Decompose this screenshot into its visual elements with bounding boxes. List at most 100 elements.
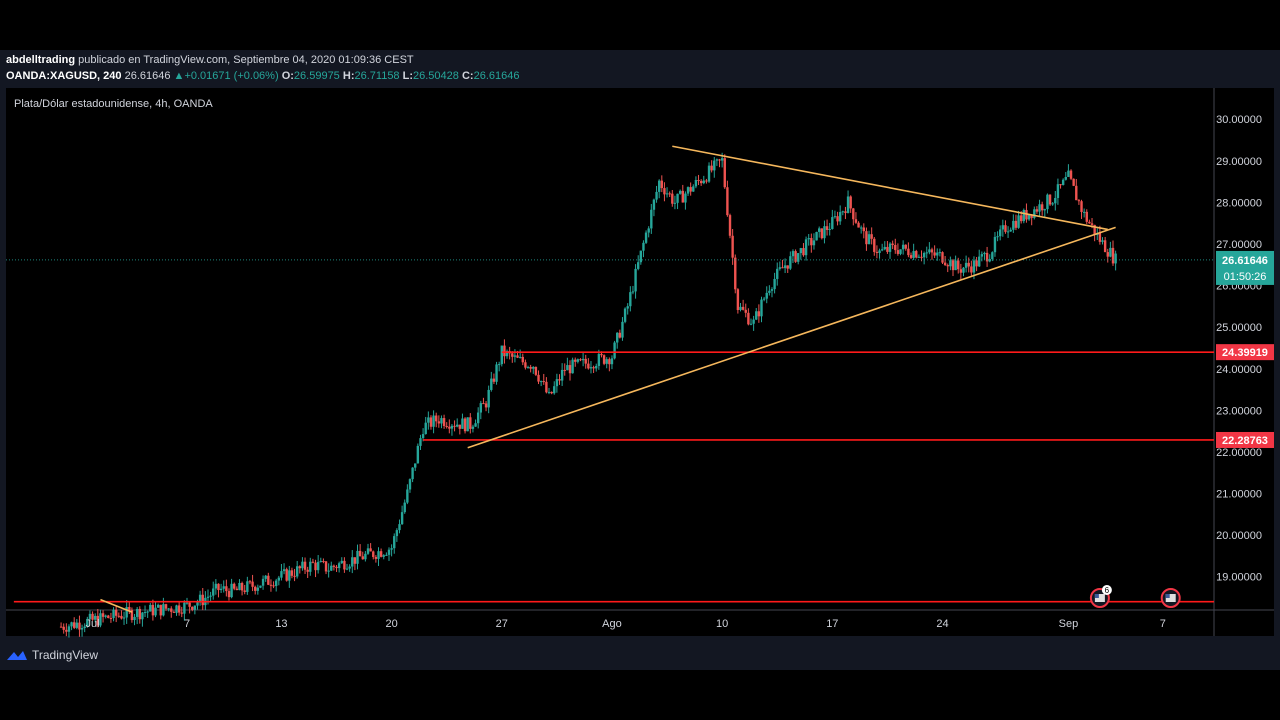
tradingview-logo-icon[interactable]: [6, 648, 28, 662]
candle-body: [589, 367, 593, 369]
candle-body: [463, 418, 467, 432]
candle-body: [267, 575, 270, 585]
candle-body: [332, 565, 336, 567]
candle-body: [967, 262, 970, 267]
candle-body: [427, 417, 430, 423]
candle: [621, 317, 624, 341]
candle-body: [899, 249, 902, 254]
candle-body: [88, 613, 92, 619]
candle-body: [274, 580, 278, 587]
candle-body: [681, 190, 684, 203]
candle-body: [1072, 178, 1075, 186]
candle: [534, 366, 538, 377]
candle: [828, 222, 831, 236]
candle: [917, 254, 921, 258]
candle-body: [143, 612, 147, 614]
candle-body: [91, 613, 94, 620]
us-flag-event-icon[interactable]: 6: [1089, 585, 1112, 608]
candle-body: [1064, 176, 1067, 180]
candle: [647, 226, 650, 238]
candle-body: [846, 196, 850, 213]
candle-body: [689, 187, 692, 192]
candle: [639, 250, 643, 265]
time-axis[interactable]: [6, 610, 1274, 636]
brand-name[interactable]: TradingView: [32, 648, 99, 662]
candle-body: [324, 561, 328, 572]
candle-body: [112, 609, 115, 619]
candle-body: [560, 369, 564, 381]
candle: [114, 606, 118, 623]
candle-body: [217, 583, 220, 591]
candle: [550, 391, 553, 395]
candle: [613, 340, 616, 360]
candle: [574, 357, 577, 367]
candle: [337, 561, 341, 573]
candle-body: [518, 356, 522, 358]
candle: [789, 251, 792, 271]
candle: [710, 160, 713, 173]
candle-body: [521, 356, 524, 363]
ascending-support-trendline[interactable]: [467, 226, 1116, 449]
candle: [713, 157, 716, 178]
candle: [678, 189, 682, 195]
price-chart[interactable]: 19.00000 20.00000 21.00000 22.00000 23.00000…: [0, 50, 1280, 670]
us-flag-event-icon[interactable]: [1160, 588, 1181, 608]
descending-resistance-trendline[interactable]: [672, 145, 1108, 231]
candle-body: [566, 365, 569, 371]
candle-body: [928, 249, 931, 253]
candle-body: [170, 608, 173, 612]
candle: [382, 554, 385, 560]
high-value: 26.71158: [354, 70, 400, 82]
publish-header: abdelltrading publicado en TradingView.c…: [6, 54, 414, 66]
candle: [395, 528, 399, 542]
author-name[interactable]: abdelltrading: [6, 54, 76, 66]
candle: [1030, 214, 1033, 226]
candle: [448, 419, 451, 434]
candle: [170, 606, 173, 618]
candle: [306, 566, 309, 578]
candle-body: [335, 566, 338, 569]
candle-body: [1106, 252, 1109, 257]
candle: [571, 357, 574, 374]
candle-body: [741, 306, 745, 310]
symbol-label[interactable]: OANDA:XAGUSD, 240: [6, 70, 122, 82]
candle-body: [309, 561, 312, 572]
candle: [568, 360, 572, 381]
candle: [340, 557, 343, 564]
candle: [437, 415, 441, 428]
candle-body: [1006, 231, 1010, 233]
candle-body: [946, 265, 949, 267]
candle: [440, 415, 443, 429]
candle: [776, 262, 779, 286]
y-tick-label: 27.00000: [1216, 239, 1262, 251]
candle-body: [251, 581, 254, 587]
early-july-line-trendline[interactable]: [100, 598, 133, 613]
candle-body: [904, 244, 907, 249]
candle-body: [652, 199, 656, 210]
candle: [429, 415, 433, 430]
candle: [369, 543, 372, 552]
candle-body: [870, 234, 873, 239]
candle: [652, 198, 656, 217]
candle: [576, 358, 580, 364]
price-axis[interactable]: [1214, 88, 1274, 636]
candle: [799, 247, 803, 260]
candle-body: [1040, 204, 1044, 211]
candle-body: [778, 267, 782, 269]
candle-body: [828, 228, 831, 230]
candle-body: [595, 365, 598, 369]
candle-body: [343, 560, 346, 570]
candle: [455, 418, 459, 428]
candle: [393, 533, 396, 554]
candle-body: [684, 193, 687, 203]
candle: [765, 286, 768, 304]
candle: [445, 422, 448, 429]
candle-body: [314, 562, 317, 571]
candle-body: [75, 622, 79, 628]
x-tick-label: 10: [716, 618, 728, 630]
candle-body: [151, 604, 155, 616]
candle-body: [749, 323, 753, 325]
candle-body: [568, 365, 572, 374]
candle: [676, 193, 679, 210]
candle-body: [471, 426, 475, 429]
